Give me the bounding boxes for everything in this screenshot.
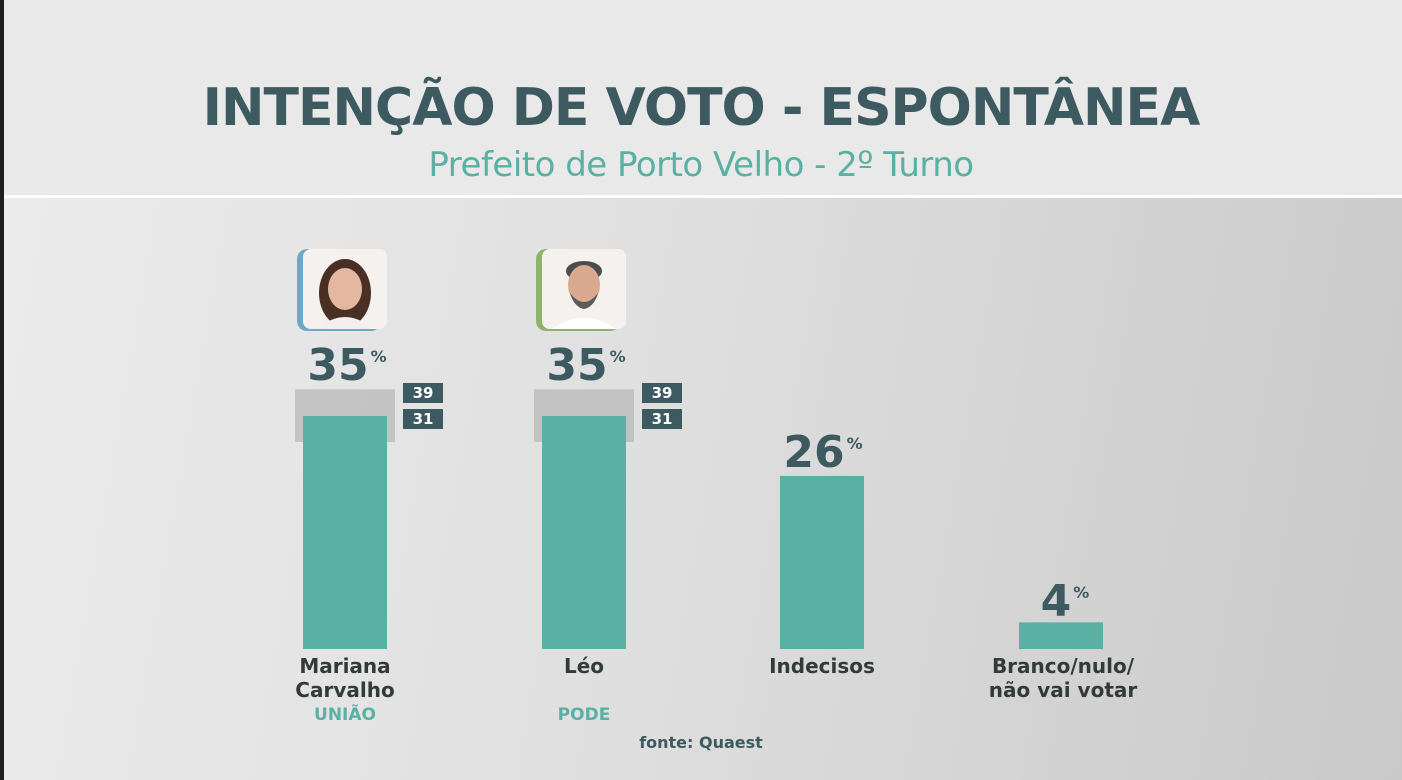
header-panel — [4, 0, 1402, 196]
category-label-mariana: Mariana Carvalho — [225, 654, 465, 702]
category-label-leo: Léo — [464, 654, 704, 678]
person-avatar-icon — [303, 249, 387, 329]
category-label-indecisos: Indecisos — [702, 654, 942, 678]
window-frame-edge — [0, 0, 4, 780]
party-label-leo: PODE — [557, 705, 611, 725]
category-label-line: Léo — [563, 654, 605, 678]
category-label-branco: Branco/nulo/ não vai votar — [943, 654, 1183, 702]
category-label-line: Mariana — [299, 654, 391, 678]
chart-subtitle: Prefeito de Porto Velho - 2º Turno — [428, 145, 974, 185]
range-high-mariana: 39 — [403, 383, 443, 403]
value-label-branco: 4% — [1040, 576, 1090, 627]
category-label-line: Carvalho — [295, 678, 395, 702]
category-label-line: Indecisos — [769, 654, 875, 678]
range-low-leo: 31 — [642, 409, 682, 429]
category-label-line: Branco/nulo/ — [991, 654, 1135, 678]
source-note: fonte: Quaest — [639, 733, 763, 752]
value-label-mariana: 35% — [307, 340, 387, 391]
bar-indecisos — [780, 475, 864, 649]
range-high-leo: 39 — [642, 383, 682, 403]
chart-title: INTENÇÃO DE VOTO - ESPONTÂNEA — [202, 78, 1201, 138]
bar-leo — [542, 416, 626, 649]
party-label-mariana: UNIÃO — [314, 705, 376, 725]
value-label-leo: 35% — [546, 340, 626, 391]
value-label-indecisos: 26% — [783, 427, 863, 478]
bar-mariana — [303, 416, 387, 649]
person-avatar-icon — [542, 249, 626, 329]
candidate-photo-leo — [542, 249, 626, 329]
candidate-photo-mariana — [303, 249, 387, 329]
bar-branco — [1019, 622, 1103, 649]
category-label-line: não vai votar — [988, 678, 1138, 702]
range-low-mariana: 31 — [403, 409, 443, 429]
header-divider — [4, 195, 1402, 198]
